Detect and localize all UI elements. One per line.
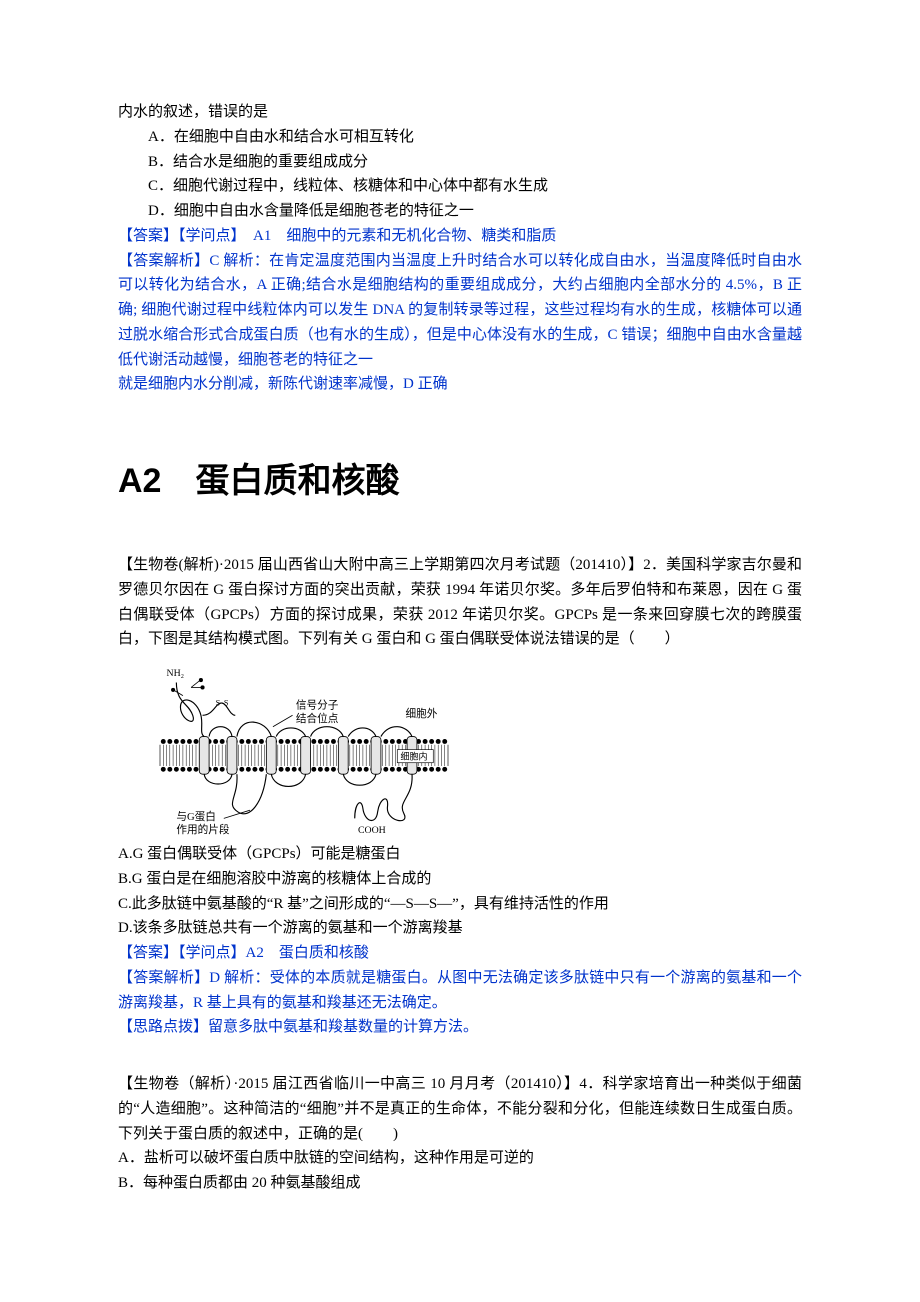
gpcr-svg: NH₂ S S 信号分子 结合位点 细胞外 细胞内 与G蛋白 作用的片段 COO…	[118, 658, 490, 838]
q2-stem: 【生物卷(解析)·2015 届山西省山大附中高三上学期第四次月考试题（20141…	[118, 553, 802, 652]
q3-option-a: A．盐析可以破坏蛋白质中肽链的空间结构，这种作用是可逆的	[118, 1146, 802, 1171]
label-s1: S	[216, 699, 221, 708]
q3-option-b: B．每种蛋白质都由 20 种氨基酸组成	[118, 1171, 802, 1196]
label-signal: 信号分子 结合位点	[273, 700, 339, 727]
label-g-segment: 与G蛋白 作用的片段	[176, 810, 250, 836]
svg-text:作用的片段: 作用的片段	[176, 823, 229, 836]
svg-text:与G蛋白: 与G蛋白	[176, 810, 216, 823]
svg-text:信号分子: 信号分子	[296, 700, 339, 712]
q1-option-c: C．细胞代谢过程中，线粒体、核糖体和中心体中都有水生成	[118, 174, 802, 199]
q2-option-d: D.该条多肽链总共有一个游离的氨基和一个游离羧基	[118, 916, 802, 941]
q2-tip: 【思路点拨】留意多肽中氨基和羧基数量的计算方法。	[118, 1015, 802, 1040]
q1-answer-tag: 【答案】【学问点】 A1 细胞中的元素和无机化合物、糖类和脂质	[118, 224, 802, 249]
q1-explanation-tail: 就是细胞内水分削减，新陈代谢速率减慢，D 正确	[118, 372, 802, 397]
label-cooh: COOH	[358, 825, 386, 836]
q2-explanation: 【答案解析】D 解析：受体的本质就是糖蛋白。从图中无法确定该多肽链中只有一个游离…	[118, 966, 802, 1016]
q1-option-b: B．结合水是细胞的重要组成成分	[118, 150, 802, 175]
label-s2: S	[224, 699, 229, 708]
spacer	[118, 1040, 802, 1072]
q2-option-c: C.此多肽链中氨基酸的“R 基”之间形成的“—S—S—”，具有维持活性的作用	[118, 892, 802, 917]
label-nh2: NH₂	[167, 668, 185, 679]
q1-explanation: 【答案解析】C 解析：在肯定温度范围内当温度上升时结合水可以转化成自由水，当温度…	[118, 249, 802, 373]
page: 内水的叙述，错误的是 A．在细胞中自由水和结合水可相互转化 B．结合水是细胞的重…	[0, 0, 920, 1302]
q2-option-a: A.G 蛋白偶联受体（GPCPs）可能是糖蛋白	[118, 842, 802, 867]
q2-answer-tag: 【答案】【学问点】A2 蛋白质和核酸	[118, 941, 802, 966]
label-outside: 细胞外	[405, 707, 437, 720]
gpcr-figure: NH₂ S S 信号分子 结合位点 细胞外 细胞内 与G蛋白 作用的片段 COO…	[118, 658, 490, 838]
section-title: 蛋白质和核酸	[195, 462, 399, 500]
label-inside: 细胞内	[401, 751, 428, 762]
q1-stem-tail: 内水的叙述，错误的是	[118, 100, 802, 125]
q1-option-d: D．细胞中自由水含量降低是细胞苍老的特征之一	[118, 199, 802, 224]
section-heading: A2 蛋白质和核酸	[118, 453, 802, 509]
q1-option-a: A．在细胞中自由水和结合水可相互转化	[118, 125, 802, 150]
section-code: A2	[118, 462, 161, 500]
q3-stem: 【生物卷（解析）·2015 届江西省临川一中高三 10 月月考（201410）】…	[118, 1072, 802, 1146]
svg-text:结合位点: 结合位点	[296, 712, 339, 725]
q2-option-b: B.G 蛋白是在细胞溶胶中游离的核糖体上合成的	[118, 867, 802, 892]
